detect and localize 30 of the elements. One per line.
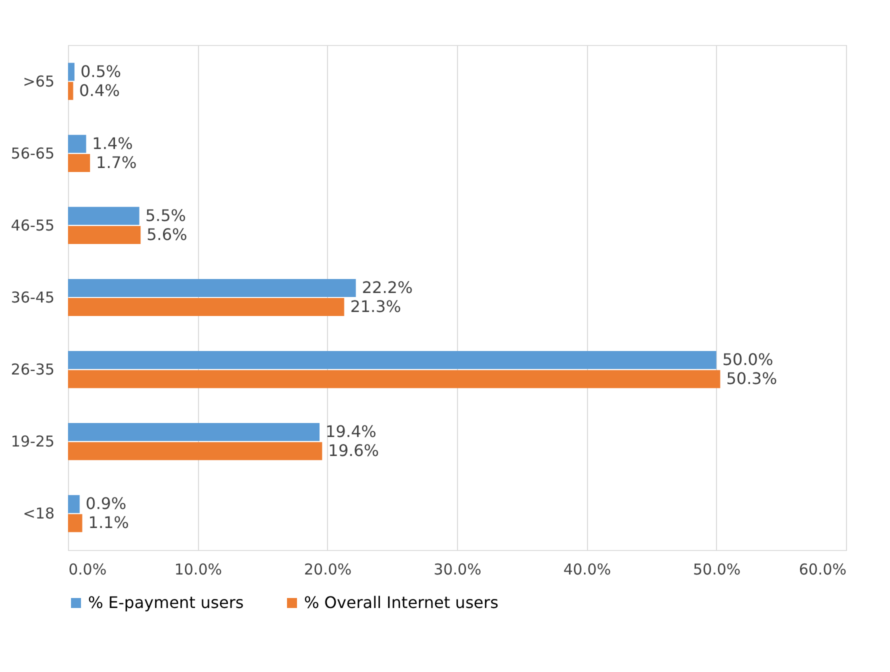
data-label: 5.5% — [145, 206, 186, 225]
y-tick-label: 19-25 — [10, 432, 54, 451]
y-tick-label: 36-45 — [10, 288, 54, 306]
y-tick-label: 46-55 — [10, 216, 54, 234]
y-tick-label: >65 — [22, 72, 54, 90]
data-label: 1.4% — [92, 134, 133, 153]
y-tick-label: <18 — [22, 504, 54, 523]
data-label: 50.0% — [722, 350, 774, 369]
x-tick-label: 10.0% — [174, 560, 222, 578]
x-tick-label: 30.0% — [434, 560, 482, 578]
x-tick-label: 50.0% — [693, 560, 741, 578]
x-tick-label: 20.0% — [304, 560, 352, 578]
x-tick-label: 40.0% — [563, 560, 611, 578]
x-tick-label: 60.0% — [798, 560, 846, 578]
data-label: 22.2% — [362, 278, 413, 297]
legend-label: % E-payment users — [88, 593, 244, 612]
data-label: 0.5% — [80, 62, 122, 81]
y-tick-label: 56-65 — [10, 144, 54, 162]
y-tick-label: 26-35 — [10, 360, 54, 379]
legend-label: % Overall Internet users — [304, 593, 498, 612]
data-label: 21.3% — [350, 297, 402, 316]
data-label: 1.1% — [88, 513, 129, 532]
data-label: 19.6% — [328, 441, 379, 460]
data-label: 1.7% — [96, 152, 137, 172]
data-label: 19.4% — [326, 422, 376, 442]
data-label: 0.4% — [79, 80, 120, 100]
x-tick-label: 0.0% — [68, 560, 107, 578]
data-label: 0.9% — [86, 494, 126, 514]
data-label: 50.3% — [726, 369, 778, 388]
data-label: 5.6% — [146, 225, 188, 244]
